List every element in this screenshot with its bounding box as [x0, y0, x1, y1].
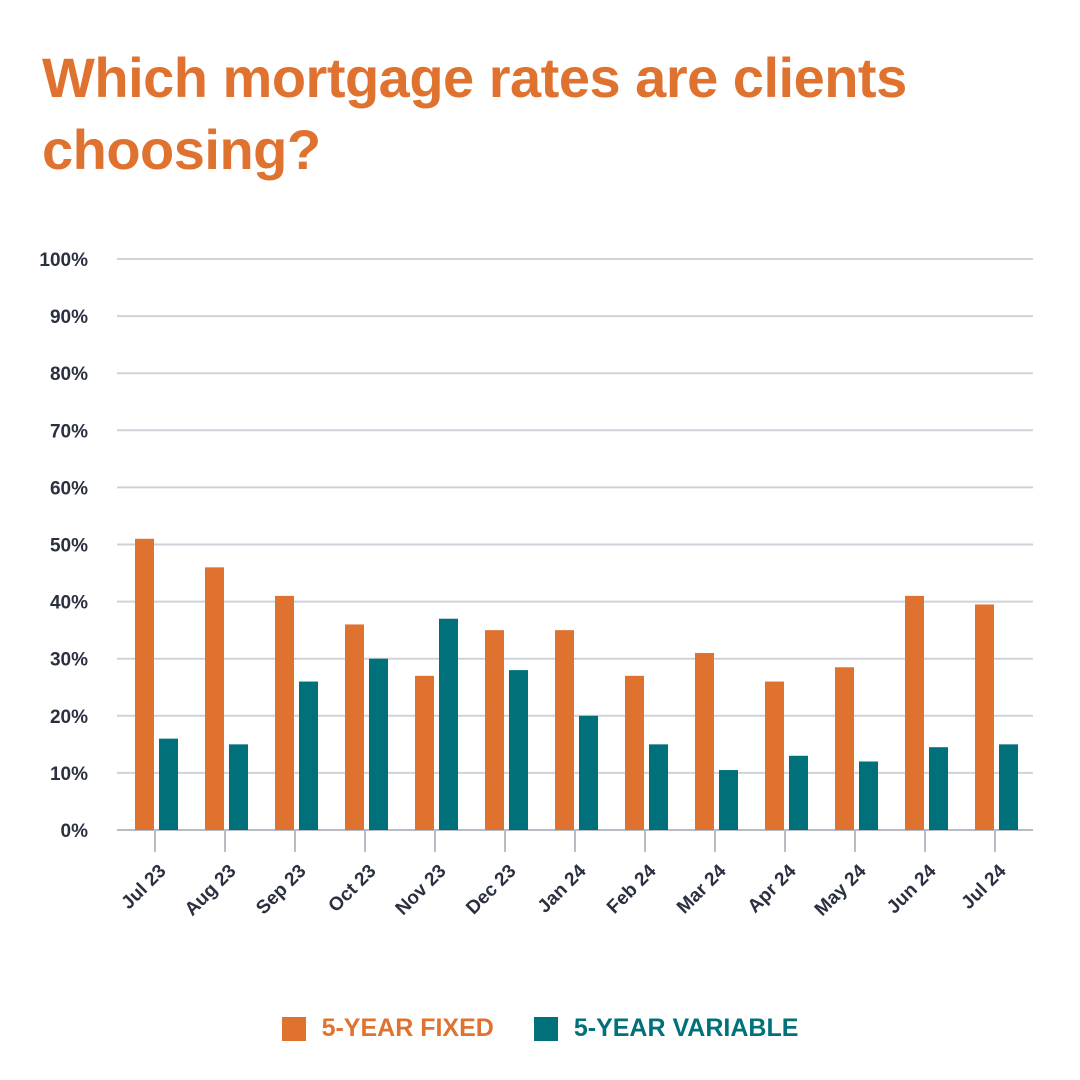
x-tick-label: Jan 24	[534, 860, 591, 917]
y-tick-label: 20%	[50, 707, 88, 728]
x-tick-label: Apr 24	[744, 860, 801, 917]
bar-fixed	[205, 567, 224, 830]
legend-item-fixed: 5-YEAR FIXED	[281, 1014, 494, 1043]
y-tick-label: 70%	[50, 421, 88, 442]
y-tick-label: 30%	[50, 650, 88, 671]
legend-swatch-variable	[533, 1016, 558, 1041]
bar-variable	[719, 770, 738, 830]
y-tick-label: 80%	[50, 364, 88, 385]
chart-title: Which mortgage rates are clients choosin…	[42, 46, 907, 181]
bar-variable	[299, 681, 318, 830]
bar-variable	[439, 618, 458, 830]
x-tick-label: Feb 24	[603, 860, 661, 918]
bar-variable	[789, 755, 808, 830]
bar-fixed	[905, 595, 924, 830]
x-tick-label: Mar 24	[673, 860, 731, 918]
bar-variable	[229, 744, 248, 830]
bar-fixed	[835, 667, 854, 830]
y-tick-label: 10%	[50, 764, 88, 785]
y-tick-label: 60%	[50, 478, 88, 499]
x-tick-label: Oct 23	[325, 861, 381, 917]
legend: 5-YEAR FIXED 5-YEAR VARIABLE	[0, 1014, 1080, 1043]
legend-swatch-fixed	[281, 1016, 306, 1041]
bar-variable	[369, 658, 388, 830]
x-tick-label: Jul 23	[118, 861, 171, 914]
y-tick-label: 50%	[50, 536, 88, 557]
bar-variable	[649, 744, 668, 830]
bar-variable	[859, 761, 878, 830]
x-tick-label: Jul 24	[958, 860, 1011, 913]
bar-fixed	[765, 681, 784, 830]
y-tick-label: 0%	[61, 821, 89, 842]
y-tick-label: 100%	[39, 250, 88, 271]
legend-label-fixed: 5-YEAR FIXED	[321, 1014, 494, 1042]
bar-fixed	[275, 595, 294, 830]
bar-variable	[159, 738, 178, 830]
bar-fixed	[345, 624, 364, 830]
bar-fixed	[485, 630, 504, 830]
legend-label-variable: 5-YEAR VARIABLE	[573, 1014, 799, 1042]
bar-fixed	[415, 675, 434, 830]
bar-fixed	[135, 538, 154, 830]
legend-item-variable: 5-YEAR VARIABLE	[533, 1014, 799, 1043]
x-tick-label: May 24	[811, 860, 871, 920]
bar-fixed	[975, 604, 994, 830]
bar-variable	[929, 747, 948, 830]
bar-fixed	[625, 675, 644, 830]
bar-variable	[579, 715, 598, 830]
y-tick-label: 40%	[50, 593, 88, 614]
bar-variable	[999, 744, 1018, 830]
bar-fixed	[555, 630, 574, 830]
x-tick-label: Nov 23	[392, 861, 451, 920]
bar-variable	[509, 670, 528, 830]
y-tick-label: 90%	[50, 307, 88, 328]
bar-fixed	[695, 652, 714, 830]
x-tick-label: Dec 23	[462, 861, 520, 919]
x-tick-label: Sep 23	[252, 861, 310, 919]
x-tick-label: Jun 24	[883, 860, 941, 918]
x-tick-label: Aug 23	[181, 861, 241, 921]
